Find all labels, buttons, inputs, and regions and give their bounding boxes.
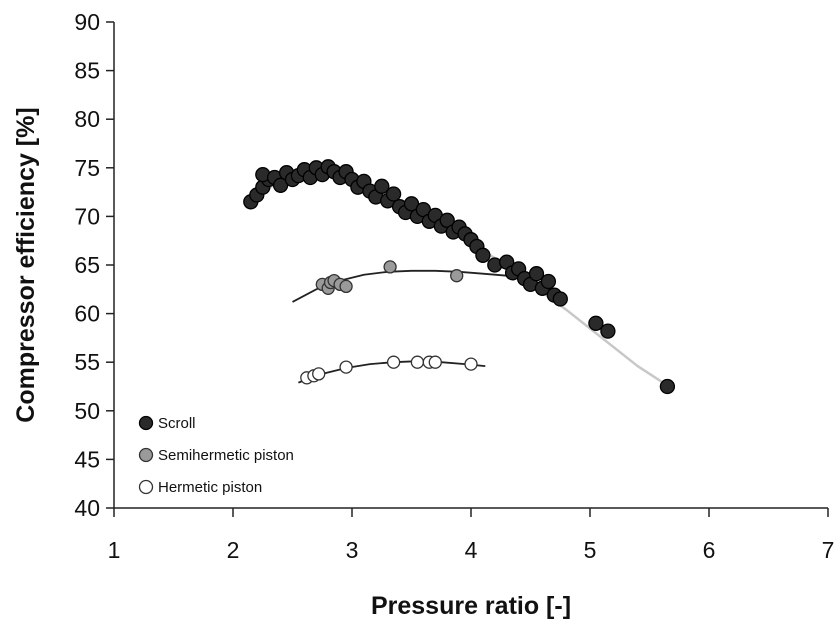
y-tick-label: 60 (74, 301, 100, 327)
y-tick-label: 85 (74, 58, 100, 84)
y-tick-label: 55 (74, 349, 100, 375)
axes (113, 22, 828, 509)
semihermetic-piston-point (339, 279, 353, 294)
hermetic-piston-point (410, 355, 425, 369)
semihermetic-piston-point (383, 260, 397, 274)
scroll-point (588, 315, 604, 331)
scroll-point (552, 291, 568, 307)
y-tick-label: 65 (74, 252, 100, 278)
y-tick-label: 50 (74, 398, 100, 424)
x-tick-label: 3 (346, 537, 359, 563)
scroll-point (540, 273, 557, 290)
x-tick-label: 1 (108, 537, 121, 563)
x-tick-label: 7 (822, 537, 835, 563)
hermetic-piston-point (312, 367, 326, 381)
x-tick-label: 6 (703, 537, 716, 563)
x-tick-label: 4 (465, 537, 478, 563)
scroll-point (374, 178, 390, 194)
legend-marker-scroll (138, 415, 154, 431)
y-tick-label: 90 (74, 9, 100, 35)
y-tick-label: 75 (74, 155, 100, 181)
scroll-point (528, 266, 545, 282)
legend-marker-semihermetic-piston (138, 447, 154, 463)
y-tick-label: 45 (74, 446, 100, 472)
x-axis-title: Pressure ratio [-] (371, 592, 571, 620)
scroll-point (385, 186, 402, 202)
y-tick-label: 70 (74, 203, 100, 229)
scroll-point (475, 247, 491, 263)
legend-marker-hermetic-piston (138, 479, 154, 495)
semihermetic-piston-point (450, 269, 464, 283)
scroll-point (659, 378, 676, 395)
legend-label-scroll: Scroll (158, 415, 196, 432)
legend: Scroll Semihermetic piston Hermetic piston (138, 415, 294, 496)
y-tick-label: 80 (74, 106, 100, 132)
y-axis-title: Compressor efficiency [%] (12, 107, 40, 422)
scroll-point (600, 323, 616, 339)
data-points (243, 159, 676, 395)
x-axis-ticks: 1 2 3 4 5 6 7 (108, 508, 835, 563)
hermetic-piston-point (464, 357, 478, 371)
legend-label-hermetic-piston: Hermetic piston (158, 479, 262, 496)
hermetic-piston-point (428, 355, 442, 369)
legend-label-semihermetic-piston: Semihermetic piston (158, 447, 294, 464)
x-tick-label: 2 (227, 537, 240, 563)
hermetic-piston-point (386, 355, 401, 369)
y-tick-label: 40 (74, 495, 100, 521)
hermetic-piston-point (339, 360, 353, 374)
x-tick-label: 5 (584, 537, 597, 563)
y-axis-ticks: 40 45 50 55 60 65 70 75 80 85 90 (74, 9, 114, 521)
